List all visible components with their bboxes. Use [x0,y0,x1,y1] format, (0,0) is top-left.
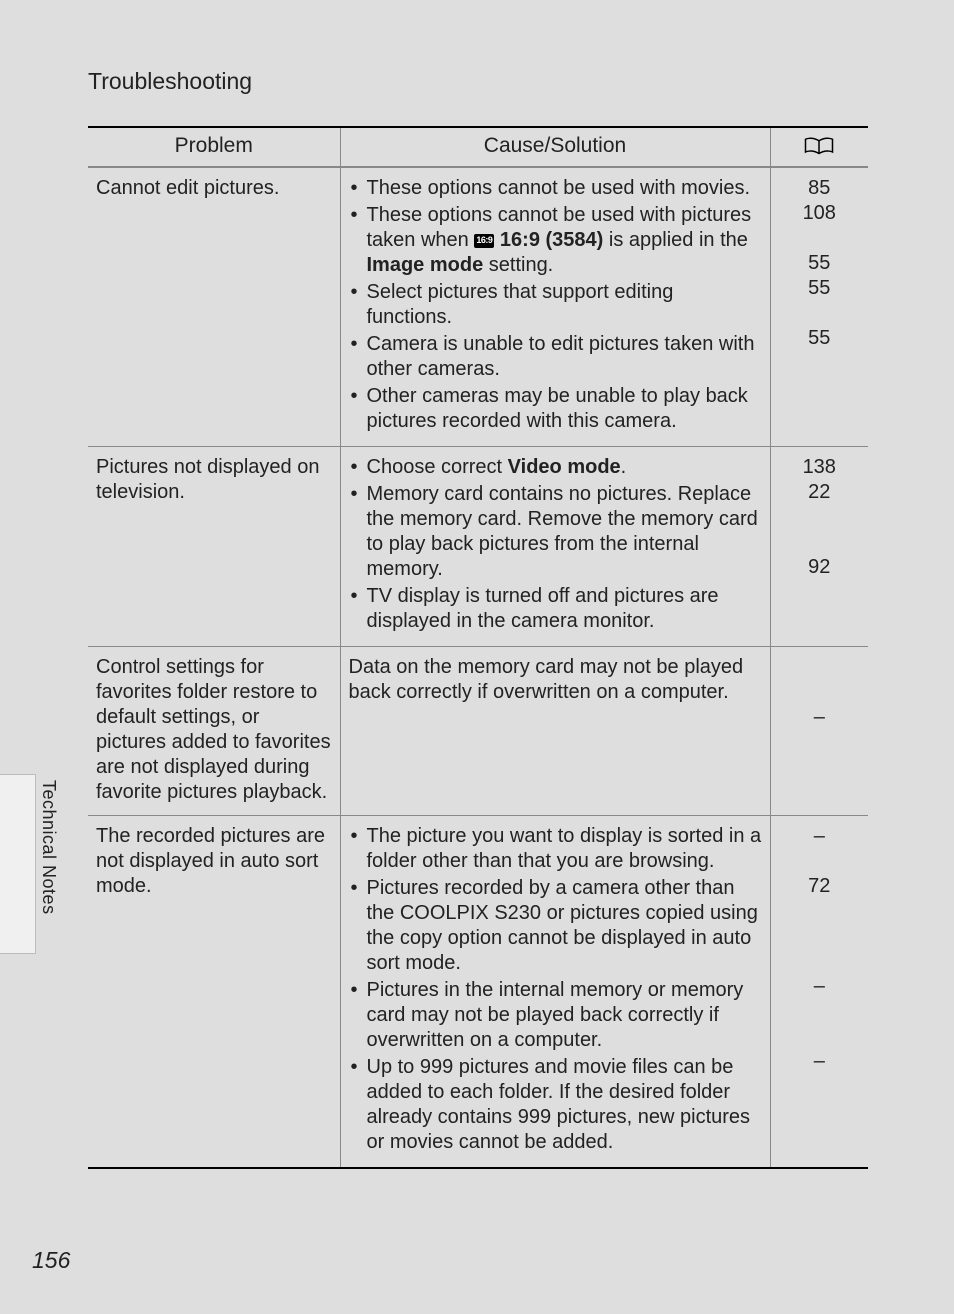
cause-cell: Data on the memory card may not be playe… [340,647,770,816]
cause-item: Pictures in the internal memory or memor… [349,978,762,1053]
reference-value [779,849,861,874]
table-header-row: Problem Cause/Solution [88,127,868,167]
cause-item: Camera is unable to edit pictures taken … [349,332,762,382]
cause-item: Select pictures that support editing fun… [349,280,762,330]
reference-value: 92 [779,555,861,580]
reference-value: 55 [779,326,861,351]
header-reference [770,127,868,167]
cause-item: Other cameras may be unable to play back… [349,384,762,434]
reference-value: 85 [779,176,861,201]
reference-value: – [779,824,861,849]
book-icon [804,134,834,157]
cause-item: Choose correct Video mode. [349,455,762,480]
table-row: The recorded pictures are not displayed … [88,816,868,1169]
problem-cell: Pictures not displayed on television. [88,447,340,647]
header-problem: Problem [88,127,340,167]
cause-item: These options cannot be used with pictur… [349,203,762,278]
reference-value: 55 [779,276,861,301]
cause-cell: Choose correct Video mode.Memory card co… [340,447,770,647]
reference-value [779,226,861,251]
side-tab-background [0,774,36,954]
reference-value: 22 [779,480,861,505]
reference-value [779,1024,861,1049]
reference-cell: – 72 – – [770,816,868,1169]
cause-item: Pictures recorded by a camera other than… [349,876,762,976]
cause-item: Up to 999 pictures and movie files can b… [349,1055,762,1155]
reference-value [779,301,861,326]
cause-item: These options cannot be used with movies… [349,176,762,201]
reference-value: – [779,1049,861,1074]
page-number: 156 [32,1247,70,1274]
problem-cell: The recorded pictures are not displayed … [88,816,340,1169]
reference-value [779,655,861,680]
troubleshooting-table: Problem Cause/Solution Cannot edit pictu… [88,126,868,1169]
header-cause: Cause/Solution [340,127,770,167]
reference-value: 72 [779,874,861,899]
reference-value [779,999,861,1024]
reference-value [779,924,861,949]
reference-cell: – [770,647,868,816]
reference-value: 138 [779,455,861,480]
table-row: Control settings for favorites folder re… [88,647,868,816]
cause-item: Memory card contains no pictures. Replac… [349,482,762,582]
image-mode-icon [474,234,494,248]
reference-value: – [779,705,861,730]
reference-value [779,899,861,924]
reference-value [779,530,861,555]
table-row: Pictures not displayed on television.Cho… [88,447,868,647]
reference-value [779,949,861,974]
reference-cell: 13822 92 [770,447,868,647]
problem-cell: Control settings for favorites folder re… [88,647,340,816]
reference-value [779,680,861,705]
side-tab-label: Technical Notes [38,780,59,915]
reference-value [779,505,861,530]
cause-cell: These options cannot be used with movies… [340,167,770,447]
cause-cell: The picture you want to display is sorte… [340,816,770,1169]
problem-cell: Cannot edit pictures. [88,167,340,447]
reference-value: 108 [779,201,861,226]
reference-cell: 85108 5555 55 [770,167,868,447]
cause-item: The picture you want to display is sorte… [349,824,762,874]
cause-item: TV display is turned off and pictures ar… [349,584,762,634]
table-row: Cannot edit pictures.These options canno… [88,167,868,447]
reference-value: – [779,974,861,999]
table-body: Cannot edit pictures.These options canno… [88,167,868,1168]
reference-value: 55 [779,251,861,276]
page-title: Troubleshooting [88,68,252,95]
